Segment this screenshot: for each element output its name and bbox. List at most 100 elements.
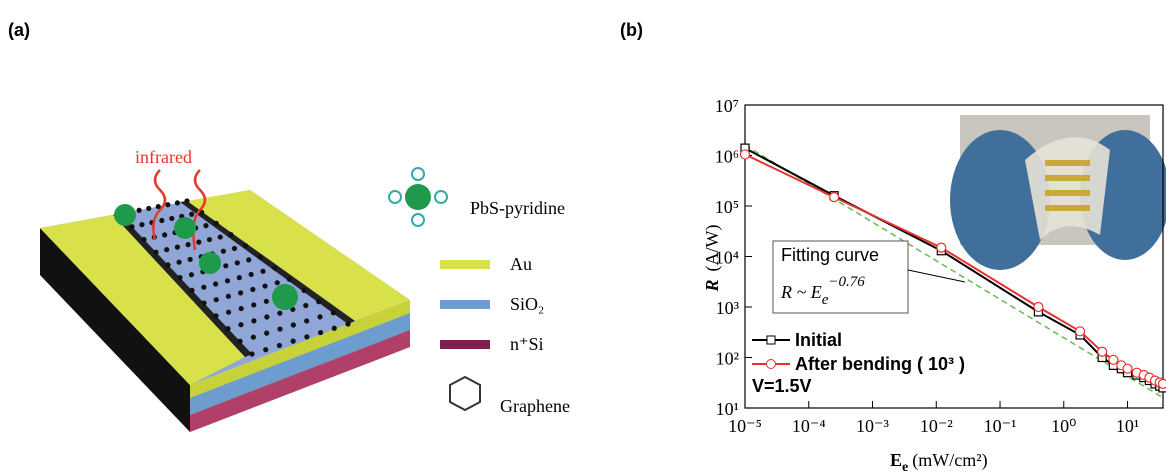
carbon-atom [262,283,267,288]
formula-part: (mW/cm²) [912,450,987,471]
carbon-atom [153,250,158,255]
carbon-atom [189,212,194,217]
carbon-atom [316,299,321,304]
carbon-atom [251,302,256,307]
carbon-atom [243,243,248,248]
carbon-atom [165,202,170,207]
marker [1109,355,1118,364]
carbon-atom [238,322,243,327]
legend-marker [767,336,775,344]
x-tick-label: 10¹ [1116,416,1139,436]
carbon-atom [238,290,243,295]
carbon-atom [291,339,296,344]
carbon-atom [264,299,269,304]
film [1025,137,1110,240]
carbon-atom [164,247,169,252]
qd [114,204,136,226]
marker [1159,379,1166,388]
legend-label: Initial [795,330,842,350]
device-diagram: infrared [40,147,410,432]
carbon-atom [304,318,309,323]
carbon-atom [345,321,350,326]
carbon-atom [264,314,269,319]
carbon-atom [237,339,242,344]
voltage-label: V=1.5V [752,376,812,396]
carbon-atom [207,237,212,242]
carbon-atom [228,232,233,237]
y-tick-label: 10⁷ [715,96,739,116]
marker [1034,303,1043,312]
carbon-atom [232,246,237,251]
x-axis-label: Ee(mW/cm²) [890,450,988,475]
carbon-atom [189,272,194,277]
qd [199,252,221,274]
carbon-atom [196,240,201,245]
carbon-atom [301,288,306,293]
diagram-legend: PbS-pyridine Au SiO₂ n⁺Si Graphene [389,168,570,416]
qd-icon [405,184,431,210]
carbon-atom [214,221,219,226]
legend-label: Graphene [500,396,570,416]
formula-part: E [890,450,902,470]
y-tick-label: 10³ [716,298,740,318]
y-tick-label: 10⁶ [715,147,739,167]
carbon-atom [275,280,280,285]
formula-part: (A/W) [702,225,723,272]
carbon-atom [223,263,228,268]
legend-swatch [440,300,490,309]
legend-label: After bending ( 10³ ) [795,354,965,374]
carbon-atom [263,347,268,352]
carbon-atom [201,285,206,290]
panel-label: (a) [8,20,30,40]
legend-label: n⁺Si [510,334,544,354]
legend-label: PbS-pyridine [470,198,565,218]
x-tick-label: 10⁻² [920,416,953,436]
carbon-atom [201,300,206,305]
panel-label: (b) [620,20,643,40]
graphene-icon [450,377,480,410]
qd [174,217,196,239]
carbon-atom [318,330,323,335]
carbon-atom [225,278,230,283]
carbon-atom [332,326,337,331]
figure: (a) (b) infrared PbS-pyridine Au SiO₂ n⁺… [0,0,1166,475]
marker [937,243,946,252]
carbon-atom [249,272,254,277]
legend-swatch [440,260,490,269]
carbon-atom [226,310,231,315]
x-tick-label: 10⁰ [1051,416,1076,436]
y-tick-label: 10¹ [716,399,739,419]
carbon-atom [317,314,322,319]
formula-part: R ~ E [780,282,822,302]
x-tick-label: 10⁻⁵ [728,416,762,436]
carbon-atom [141,237,146,242]
carbon-atom [250,287,255,292]
x-tick-label: 10⁻³ [856,416,890,436]
y-tick-label: 10⁵ [715,197,739,217]
carbon-atom [251,335,256,340]
formula-part: e [822,292,829,308]
marker [1123,364,1132,373]
x-tick-label: 10⁻¹ [984,416,1017,436]
marker [1098,347,1107,356]
carbon-atom [303,303,308,308]
fit-arrow [908,270,965,282]
carbon-atom [246,257,251,262]
carbon-atom [184,198,189,203]
carbon-atom [139,222,144,227]
y-tick-label: 10² [716,349,739,369]
carbon-atom [277,326,282,331]
carbon-atom [189,288,194,293]
carbon-atom [129,224,134,229]
formula-part: R [702,279,722,292]
inset-photo [950,115,1166,270]
carbon-atom [331,310,336,315]
carbon-atom [291,322,296,327]
carbon-atom [213,313,218,318]
carbon-atom [225,326,230,331]
carbon-atom [226,294,231,299]
x-tick-label: 10⁻⁴ [792,416,826,436]
marker [830,193,839,202]
carbon-atom [235,260,240,265]
y-axis-label: R (A/W) [702,225,723,293]
